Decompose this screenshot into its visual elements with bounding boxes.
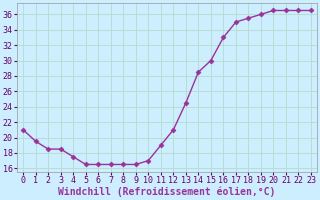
- X-axis label: Windchill (Refroidissement éolien,°C): Windchill (Refroidissement éolien,°C): [58, 187, 276, 197]
